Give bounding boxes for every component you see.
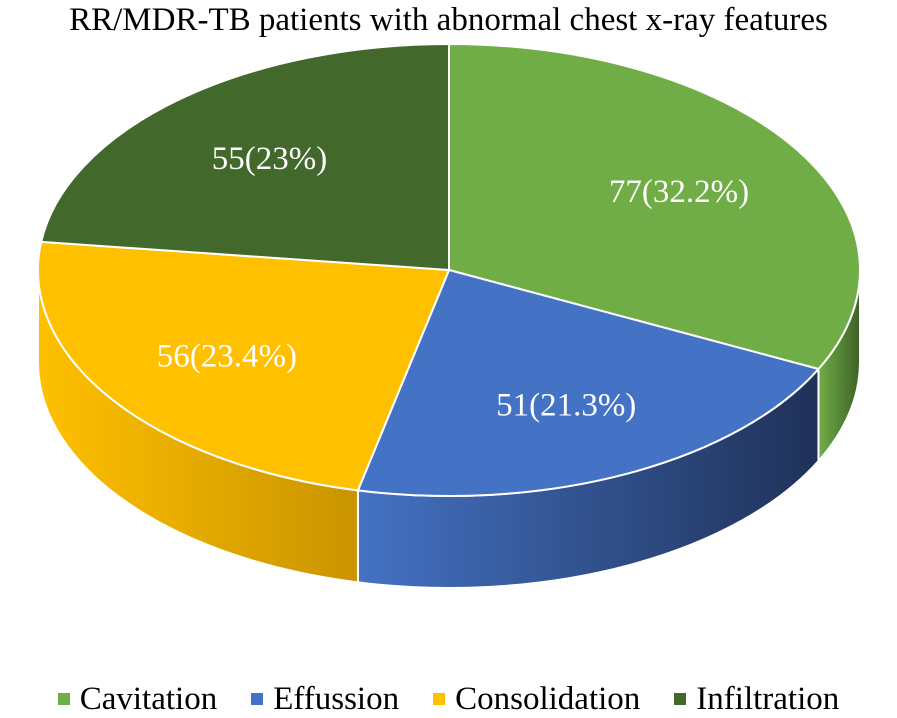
- slice-effussion: [356, 269, 820, 497]
- legend-label: Effussion: [273, 680, 400, 717]
- slice-consolidation: [37, 240, 450, 492]
- legend-label: Cavitation: [79, 680, 218, 717]
- legend-item-consolidation: Consolidation: [433, 681, 640, 718]
- data-label-cavitation: 77(32.2%): [609, 174, 749, 210]
- pie-chart: 77(32.2%) 51(21.3%) 56(23.4%) 55(23%): [37, 43, 861, 589]
- slice-cavitation: [448, 43, 861, 371]
- legend-label: Infiltration: [696, 680, 840, 717]
- legend-item-infiltration: Infiltration: [674, 681, 839, 718]
- data-label-consolidation: 56(23.4%): [157, 339, 297, 375]
- data-label-infiltration: 55(23%): [212, 141, 327, 177]
- legend-label: Consolidation: [455, 680, 641, 717]
- data-label-effussion: 51(21.3%): [496, 388, 636, 424]
- legend-item-cavitation: Cavitation: [57, 680, 218, 718]
- legend-item-effussion: Effussion: [251, 681, 399, 718]
- legend: Cavitation Effussion Consolidation Infiltra…: [0, 680, 897, 718]
- legend-swatch: [433, 693, 446, 705]
- legend-swatch: [674, 693, 687, 705]
- legend-swatch: [251, 693, 264, 705]
- chart-title: RR/MDR-TB patients with abnormal chest x…: [69, 2, 828, 38]
- slice-infiltration: [40, 43, 450, 271]
- legend-swatch: [57, 693, 70, 705]
